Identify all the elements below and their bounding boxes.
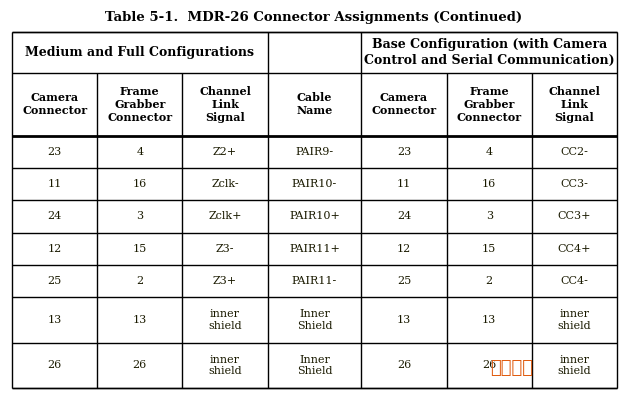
Text: Z3-: Z3- [216,244,234,254]
Text: inner
shield: inner shield [557,309,591,331]
Text: inner
shield: inner shield [557,355,591,376]
Text: CC2-: CC2- [561,147,588,157]
Text: Inner
Shield: Inner Shield [297,355,332,376]
Text: 11: 11 [48,179,61,189]
Text: Medium and Full Configurations: Medium and Full Configurations [25,46,255,59]
Text: 4: 4 [136,147,144,157]
Text: 13: 13 [133,315,147,325]
Text: Z3+: Z3+ [213,276,237,286]
Text: PAIR10-: PAIR10- [292,179,337,189]
Text: 3: 3 [136,211,144,222]
Text: CC3+: CC3+ [557,211,591,222]
Text: CC4+: CC4+ [557,244,591,254]
Text: 23: 23 [48,147,61,157]
Text: PAIR9-: PAIR9- [295,147,334,157]
Text: inner
shield: inner shield [208,355,242,376]
Text: Camera
Connector: Camera Connector [371,92,436,116]
Text: 25: 25 [397,276,411,286]
Text: 26: 26 [48,360,61,371]
Text: 12: 12 [48,244,61,254]
Text: PAIR10+: PAIR10+ [289,211,340,222]
Text: 11: 11 [397,179,411,189]
Text: 24: 24 [48,211,61,222]
Text: CC4-: CC4- [561,276,588,286]
Text: 3: 3 [486,211,493,222]
Text: Base Configuration (with Camera
Control and Serial Communication): Base Configuration (with Camera Control … [364,38,614,66]
Text: inner
shield: inner shield [208,309,242,331]
Text: 13: 13 [48,315,61,325]
Text: 15: 15 [133,244,147,254]
Text: 26: 26 [397,360,411,371]
Text: 23: 23 [397,147,411,157]
Text: CC3-: CC3- [561,179,588,189]
Text: 13: 13 [482,315,497,325]
Text: Channel
Link
Signal: Channel Link Signal [549,86,600,122]
Text: 2: 2 [486,276,493,286]
Text: 26: 26 [133,360,147,371]
Text: Zclk-: Zclk- [211,179,239,189]
Text: Table 5-1.  MDR-26 Connector Assignments (Continued): Table 5-1. MDR-26 Connector Assignments … [105,11,522,24]
Text: 12: 12 [397,244,411,254]
Text: 15: 15 [482,244,497,254]
Text: 16: 16 [482,179,497,189]
Text: Frame
Grabber
Connector: Frame Grabber Connector [456,86,522,122]
Text: Camera
Connector: Camera Connector [22,92,87,116]
Text: 24: 24 [397,211,411,222]
Text: PAIR11-: PAIR11- [292,276,337,286]
Text: 4: 4 [486,147,493,157]
Text: 16: 16 [133,179,147,189]
Text: Cable
Name: Cable Name [297,92,333,116]
Text: 2: 2 [136,276,144,286]
Text: 25: 25 [48,276,61,286]
Text: Zclk+: Zclk+ [208,211,242,222]
Text: Frame
Grabber
Connector: Frame Grabber Connector [107,86,172,122]
Text: Channel
Link
Signal: Channel Link Signal [199,86,251,122]
Text: Z2+: Z2+ [213,147,237,157]
Text: 吉林龙网: 吉林龙网 [490,359,533,377]
Text: 13: 13 [397,315,411,325]
Text: Inner
Shield: Inner Shield [297,309,332,331]
Text: 26: 26 [482,360,497,371]
Text: PAIR11+: PAIR11+ [289,244,340,254]
